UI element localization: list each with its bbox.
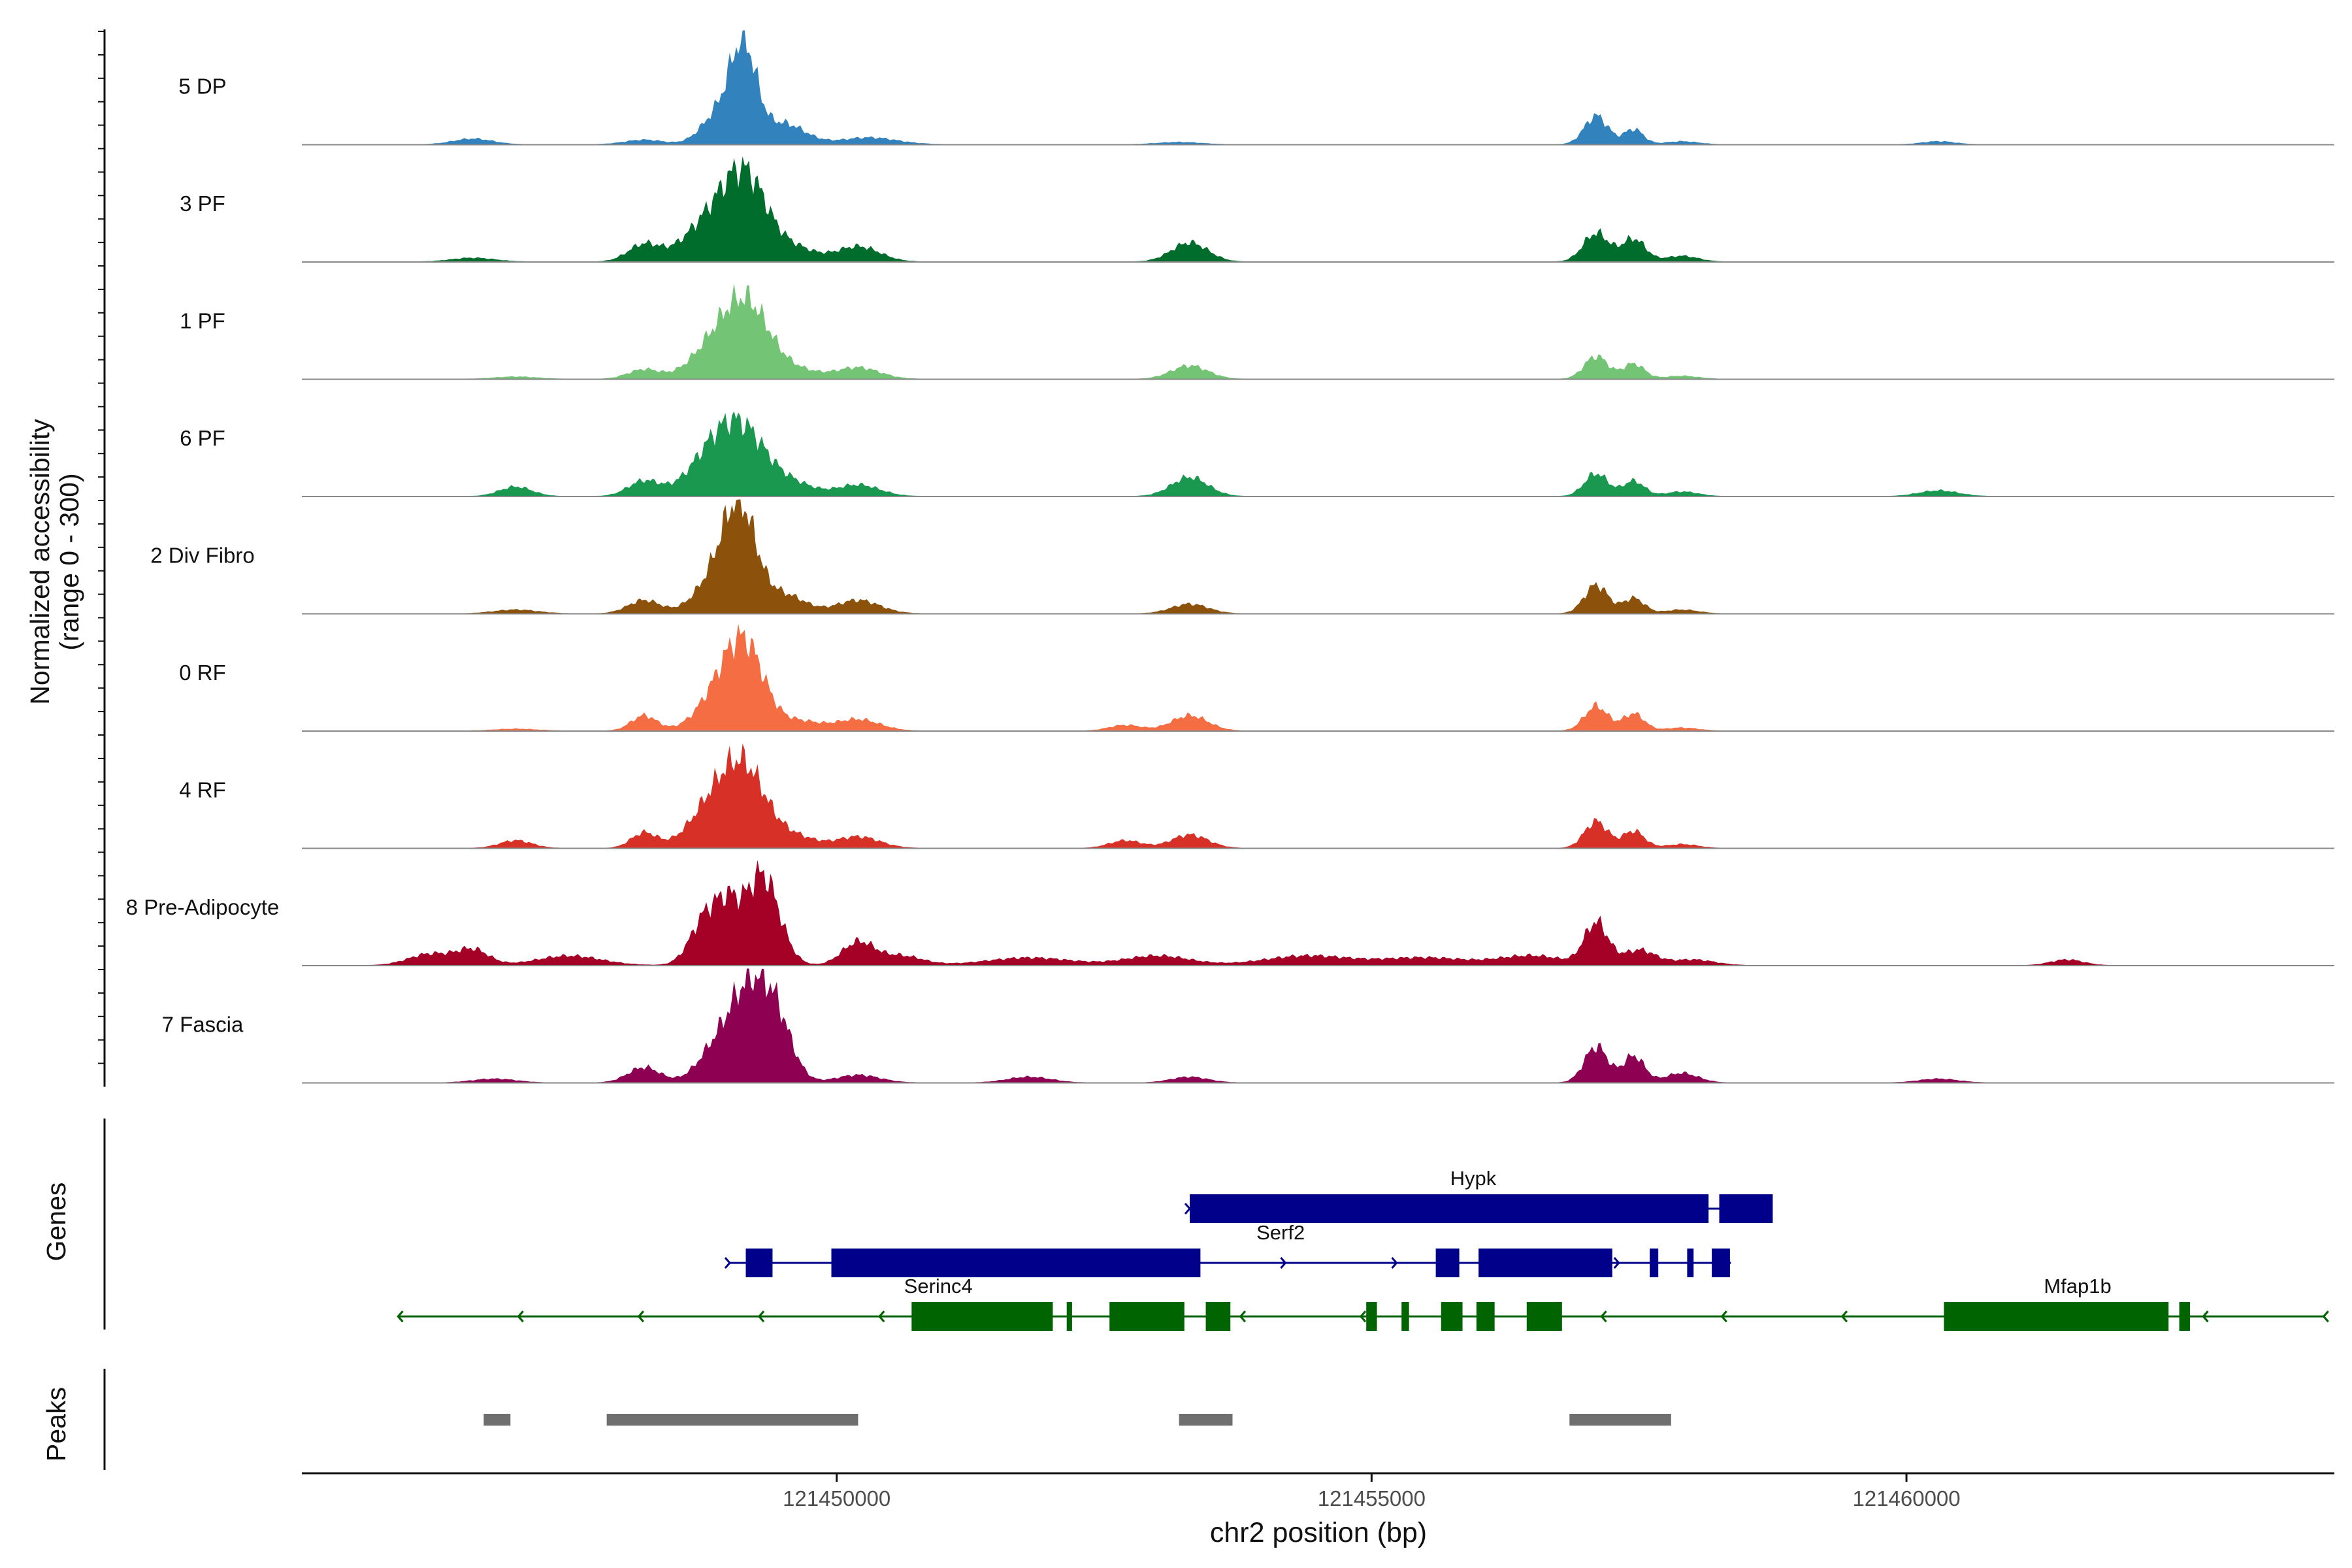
strand-arrow xyxy=(724,1257,731,1269)
gene-mfap1b: Mfap1b xyxy=(397,1275,2329,1331)
x-axis-title: chr2 position (bp) xyxy=(1210,1517,1427,1548)
coverage-4-rf xyxy=(366,743,2302,849)
exon xyxy=(1687,1249,1694,1277)
exon xyxy=(1478,1249,1612,1277)
exon xyxy=(1719,1194,1773,1223)
genes-panel-label: Genes xyxy=(41,1183,71,1262)
strand-arrow xyxy=(1184,1203,1192,1215)
x-tick-label: 121450000 xyxy=(783,1486,890,1511)
exon xyxy=(831,1249,1201,1277)
strand-arrow xyxy=(1359,1311,1367,1322)
strand-arrow xyxy=(1613,1257,1620,1269)
exon xyxy=(1712,1249,1730,1277)
strand-arrow xyxy=(397,1311,404,1322)
genes-track: Hypk Serf2 Serinc4 Mfap1b xyxy=(397,1167,2329,1331)
strand-arrow xyxy=(1239,1311,1246,1322)
axes: 121450000 121455000 121460000 xyxy=(98,29,2334,1511)
track-label-7-fascia: 7 Fascia xyxy=(162,1013,244,1037)
exon xyxy=(1944,1302,2169,1331)
peak-region xyxy=(606,1414,858,1426)
coverage-3-pf xyxy=(366,156,2302,262)
x-tick-label: 121455000 xyxy=(1318,1486,1426,1511)
gene-label-serinc4: Serinc4 xyxy=(904,1275,973,1298)
y-axis-subtitle: (range 0 - 300) xyxy=(54,473,84,650)
coverage-8-pre-adipocyte xyxy=(366,860,2302,966)
strand-arrow xyxy=(1720,1311,1727,1322)
gene-label-serf2: Serf2 xyxy=(1256,1221,1305,1244)
peak-region xyxy=(483,1414,511,1426)
track-label-1-pf: 1 PF xyxy=(180,309,225,333)
track-label-6-pf: 6 PF xyxy=(180,426,225,450)
coverage-0-rf xyxy=(366,623,2302,731)
exon xyxy=(2179,1302,2190,1331)
y-axis-title: Normalized accessibility xyxy=(25,419,55,705)
exon xyxy=(1190,1194,1709,1223)
strand-arrow xyxy=(1280,1257,1287,1269)
track-label-5-dp: 5 DP xyxy=(178,74,226,99)
peak-region xyxy=(1179,1414,1233,1426)
coverage-7-fascia xyxy=(366,968,2302,1083)
strand-arrow xyxy=(1391,1257,1398,1269)
exon xyxy=(745,1249,773,1277)
strand-arrow xyxy=(757,1311,765,1322)
coverage-6-pf xyxy=(366,411,2302,497)
gene-serf2: Serf2 xyxy=(724,1221,1731,1277)
strand-arrow xyxy=(517,1311,524,1322)
strand-arrow xyxy=(998,1311,1005,1322)
peak-region xyxy=(1569,1414,1671,1426)
track-label-3-pf: 3 PF xyxy=(180,191,225,216)
strand-arrow xyxy=(2322,1311,2329,1322)
peaks-panel-label: Peaks xyxy=(41,1387,71,1462)
coverage-2-div-fibro xyxy=(366,499,2302,614)
strand-arrow xyxy=(1840,1311,1848,1322)
track-label-0-rf: 0 RF xyxy=(179,661,226,685)
coverage-5-dp xyxy=(366,30,2302,145)
track-labels: 5 DP 3 PF 1 PF 6 PF 2 Div Fibro 0 RF 4 RF 8 Pre… xyxy=(126,74,280,1037)
strand-arrow xyxy=(2202,1311,2209,1322)
peaks-track xyxy=(483,1414,1671,1426)
gene-label-hypk: Hypk xyxy=(1450,1167,1497,1190)
x-tick-label: 121460000 xyxy=(1852,1486,1960,1511)
strand-arrow xyxy=(637,1311,644,1322)
coverage-tracks xyxy=(302,30,2334,1084)
strand-arrow xyxy=(1600,1311,1607,1322)
coverage-1-pf xyxy=(366,283,2302,380)
track-label-4-rf: 4 RF xyxy=(179,778,226,802)
strand-arrow xyxy=(1119,1311,1126,1322)
gene-hypk: Hypk xyxy=(1184,1167,1773,1223)
exon xyxy=(1650,1249,1659,1277)
track-label-2-div-fibro: 2 Div Fibro xyxy=(150,544,255,568)
gene-label-mfap1b: Mfap1b xyxy=(2044,1275,2111,1298)
strand-arrow xyxy=(1480,1311,1487,1322)
strand-arrow xyxy=(878,1311,885,1322)
track-label-8-pre-adipocyte: 8 Pre-Adipocyte xyxy=(126,895,280,919)
exon xyxy=(1435,1249,1460,1277)
